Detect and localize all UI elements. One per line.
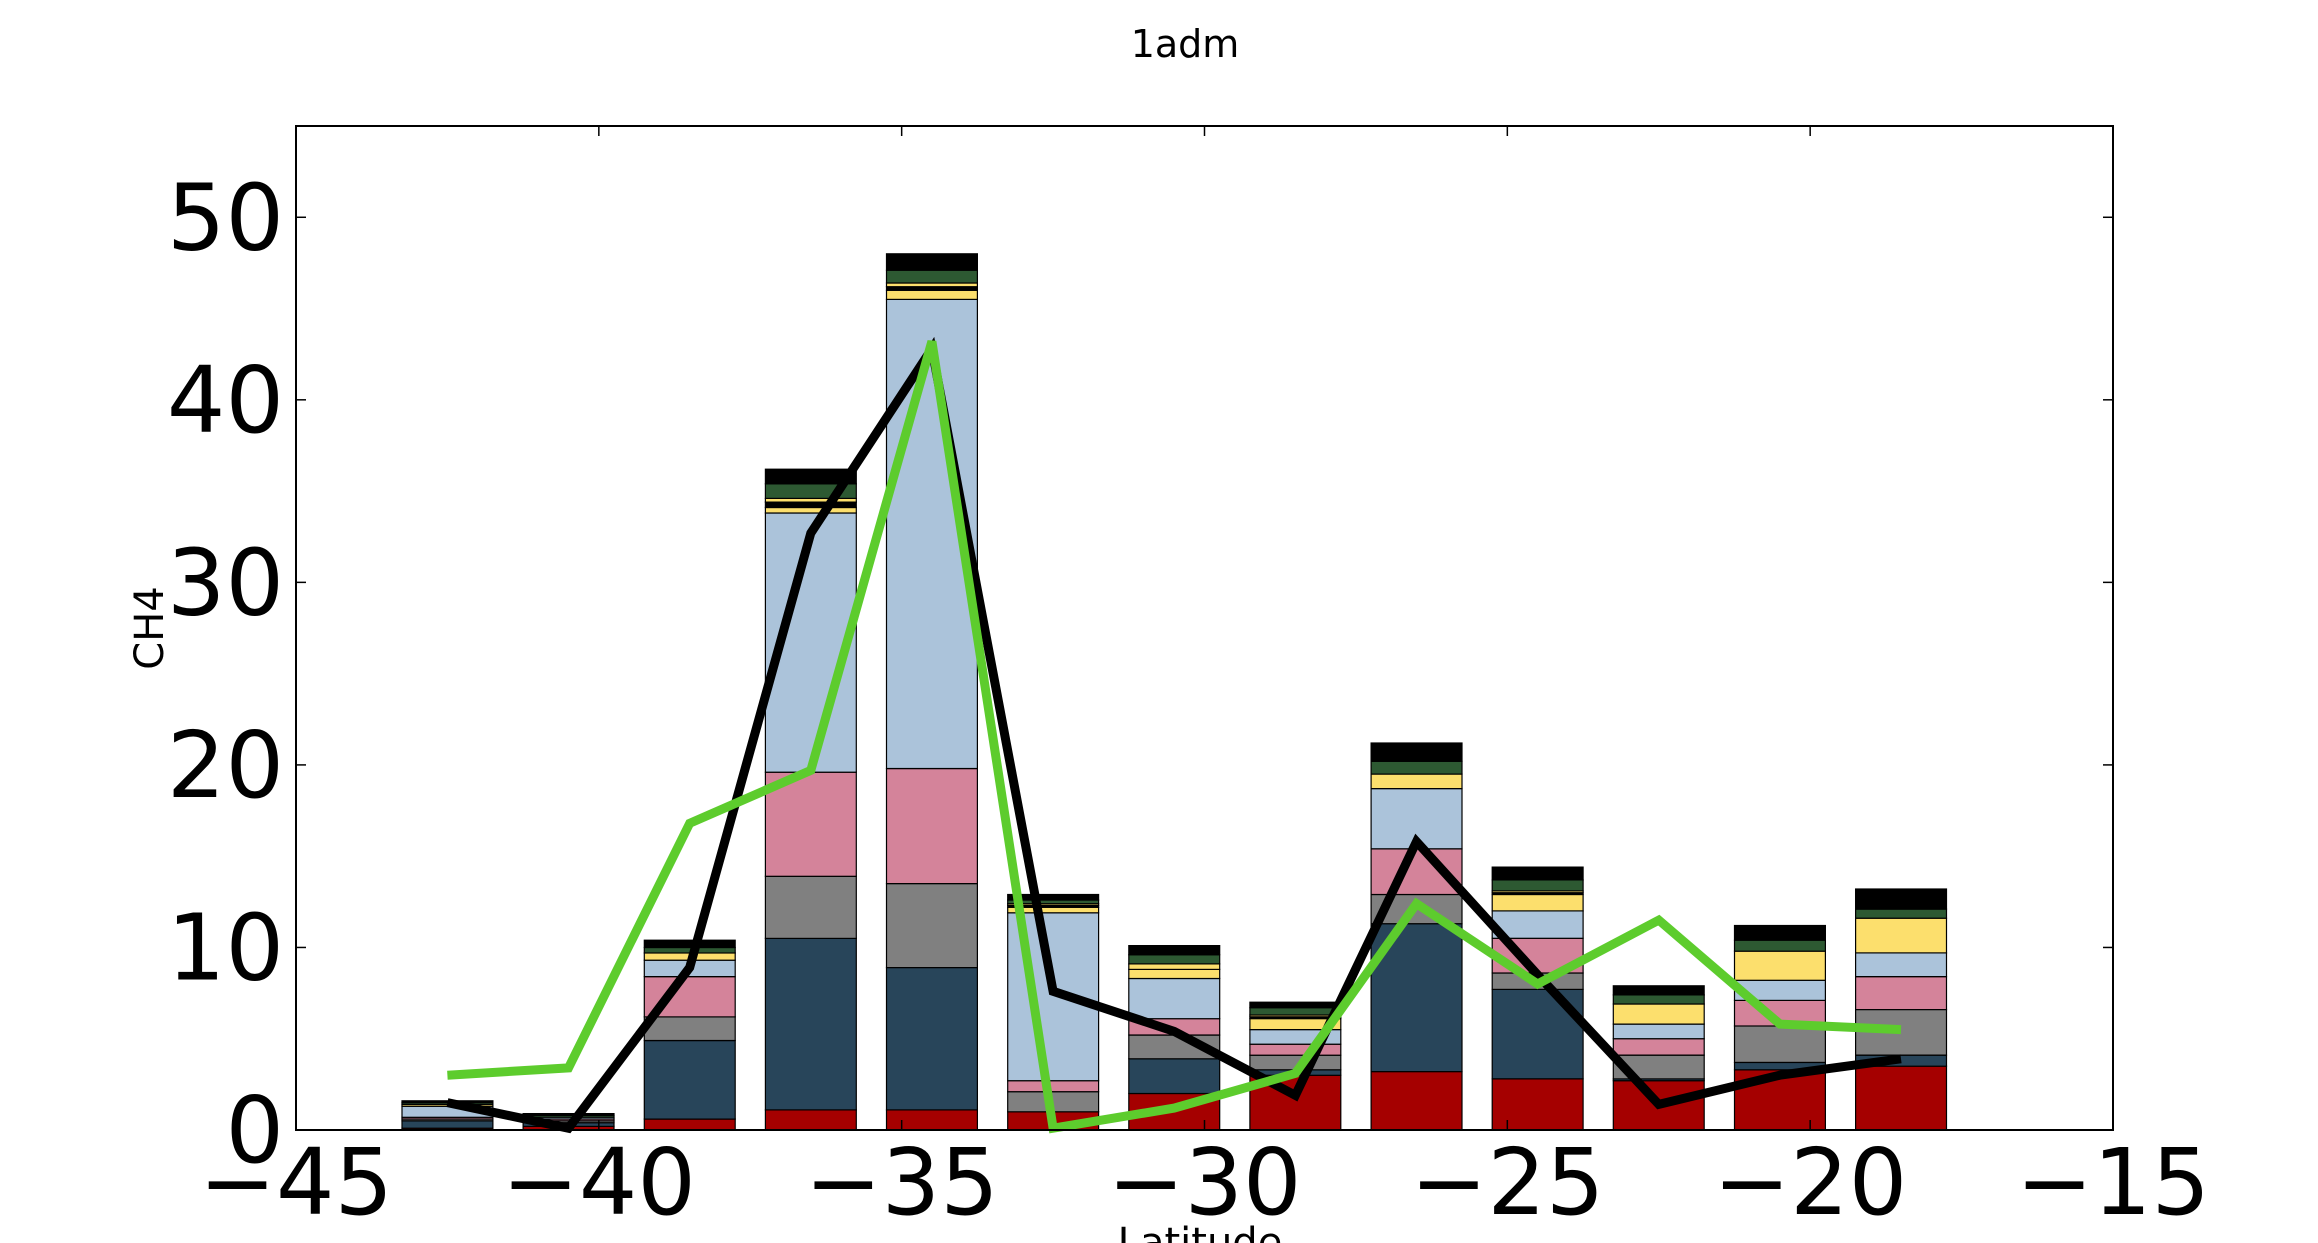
bar-stacks bbox=[401, 253, 1948, 1131]
bar-segment-10-5 bbox=[1612, 1003, 1705, 1025]
bar-segment-8-0 bbox=[1370, 1070, 1463, 1131]
bar-segment-4-2 bbox=[885, 882, 979, 969]
bar-segment-10-3 bbox=[1612, 1038, 1705, 1056]
bar-segment-7-3 bbox=[1249, 1043, 1342, 1056]
bar-segment-3-2 bbox=[764, 875, 857, 939]
line-series bbox=[446, 336, 1902, 1134]
y-tick-label: 30 bbox=[167, 529, 284, 636]
bar-segment-3-1 bbox=[764, 937, 857, 1111]
line-series-1 bbox=[447, 340, 1902, 1134]
bar-segment-2-1 bbox=[643, 1039, 736, 1120]
x-axis-label: Latitude bbox=[1118, 1220, 1283, 1243]
chart-title: 1adm bbox=[1131, 22, 1240, 66]
y-tick-label: 50 bbox=[167, 164, 284, 271]
bar-segment-11-2 bbox=[1733, 1025, 1827, 1064]
bar-segment-3-9 bbox=[764, 468, 857, 485]
bar-segment-3-3 bbox=[764, 771, 857, 877]
bar-segment-9-9 bbox=[1491, 866, 1584, 881]
bar-segment-4-5 bbox=[885, 289, 979, 300]
bar-segment-5-9 bbox=[1007, 893, 1100, 901]
bar-segment-12-4 bbox=[1854, 952, 1948, 978]
bar-segment-4-8 bbox=[885, 269, 979, 284]
bar-segment-3-5 bbox=[764, 506, 857, 514]
x-tick-label: −35 bbox=[805, 1129, 999, 1236]
bar-segment-12-3 bbox=[1854, 976, 1948, 1011]
bar-segment-9-0 bbox=[1491, 1078, 1584, 1131]
x-tick-label: −30 bbox=[1107, 1129, 1301, 1236]
bar-segment-6-8 bbox=[1128, 954, 1221, 965]
bar-segment-12-0 bbox=[1854, 1065, 1948, 1131]
x-tick-label: −45 bbox=[199, 1129, 393, 1236]
bar-segment-9-5 bbox=[1491, 893, 1584, 912]
bar-segment-6-1 bbox=[1128, 1058, 1221, 1095]
bar-segment-8-9 bbox=[1370, 742, 1463, 762]
bar-segment-8-8 bbox=[1370, 760, 1463, 775]
bar-segment-3-6 bbox=[764, 501, 857, 509]
y-axis: 0 10 20 30 40 50 bbox=[167, 164, 2113, 1184]
bar-segment-11-5 bbox=[1733, 950, 1827, 981]
bar-segment-2-2 bbox=[643, 1016, 736, 1042]
y-axis-label: CH4 bbox=[127, 586, 173, 669]
bar-segment-8-5 bbox=[1370, 773, 1463, 790]
x-tick-label: −40 bbox=[502, 1129, 696, 1236]
bar-segment-10-4 bbox=[1612, 1023, 1705, 1040]
x-axis: −45 −40 −35 −30 −25 −20 −15 bbox=[199, 126, 2210, 1236]
bar-segment-12-9 bbox=[1854, 888, 1948, 910]
plot-area: 0 10 20 30 40 50 −45 −40 −35 −30 −25 −20 −15 bbox=[167, 125, 2210, 1236]
bar-segment-10-8 bbox=[1612, 994, 1705, 1005]
bar-segment-11-9 bbox=[1733, 924, 1827, 941]
y-tick-label: 10 bbox=[167, 894, 284, 1001]
x-tick-label: −15 bbox=[2016, 1129, 2210, 1236]
bar-segment-6-9 bbox=[1128, 944, 1221, 956]
bar-segment-2-9 bbox=[643, 939, 736, 949]
bar-segment-1-9 bbox=[522, 1112, 615, 1116]
bar-segment-4-9 bbox=[885, 253, 979, 271]
bar-segment-0-9 bbox=[401, 1100, 494, 1104]
y-tick-label: 20 bbox=[167, 712, 284, 819]
bar-segment-0-1 bbox=[401, 1120, 494, 1129]
bar-segment-7-9 bbox=[1249, 1001, 1342, 1009]
bar-segment-4-3 bbox=[885, 767, 979, 885]
bar-segment-6-4 bbox=[1128, 977, 1221, 1020]
x-tick-label: −25 bbox=[1410, 1129, 1604, 1236]
bar-segment-7-8 bbox=[1249, 1007, 1342, 1016]
bar-segment-6-5 bbox=[1128, 968, 1221, 980]
x-tick-label: −20 bbox=[1713, 1129, 1907, 1236]
bar-segment-4-1 bbox=[885, 966, 979, 1111]
bar-segment-12-5 bbox=[1854, 917, 1948, 954]
bar-segment-3-0 bbox=[764, 1109, 857, 1131]
bar-segment-4-0 bbox=[885, 1109, 979, 1131]
line-series-0 bbox=[446, 336, 1902, 1134]
bar-segment-11-8 bbox=[1733, 939, 1827, 952]
bar-segment-6-7 bbox=[1128, 963, 1221, 971]
bar-segment-9-8 bbox=[1491, 879, 1584, 892]
bar-segment-10-9 bbox=[1612, 985, 1705, 996]
y-tick-label: 0 bbox=[225, 1077, 284, 1184]
bar-segment-12-8 bbox=[1854, 908, 1948, 919]
bar-segment-5-3 bbox=[1007, 1080, 1100, 1093]
y-tick-label: 40 bbox=[167, 347, 284, 454]
